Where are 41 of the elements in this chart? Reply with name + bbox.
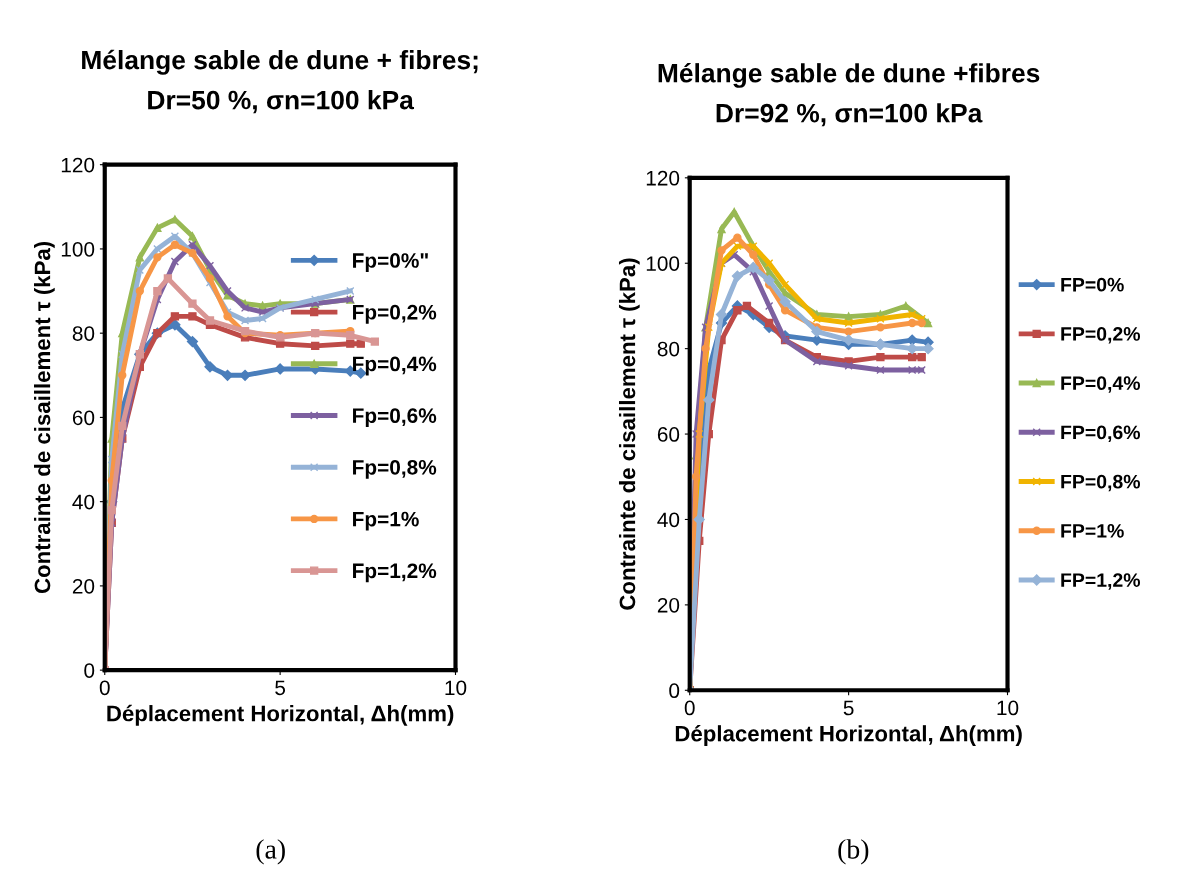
legend-label: Fp=0,2% [353,304,437,324]
y-tick-label: 80 [657,341,680,357]
y-tick-label: 0 [84,663,95,678]
x-tick-label: 0 [684,700,695,716]
y-tick-label: 120 [61,157,95,173]
legend-label: FP=0,2% [1061,327,1141,344]
legend-label: Fp=0,6% [353,408,437,428]
y-axis-title: Contrainte de cisaillement τ (kPa) [34,241,55,594]
legend-label: FP=0,8% [1061,474,1141,492]
text: (b) [838,839,869,865]
y-tick-label: 100 [61,241,95,257]
y-tick-label: 40 [72,494,95,510]
y-tick-label: 60 [72,410,95,426]
x-tick-label: 5 [275,680,286,696]
chart-title: Mélange sable de dune + fibres; Dr=50 %, σn=100 kPa [82,49,478,114]
legend-label: FP=0,4% [1061,376,1141,393]
legend-label: Fp=1% [353,511,419,531]
legend-label: Fp=1,2% [353,563,437,583]
y-tick-label: 20 [72,578,95,594]
y-tick-label: 40 [657,512,680,528]
legend-label: FP=1,2% [1061,573,1141,590]
x-axis-title: Déplacement Horizontal, Δh(mm) [675,724,1022,746]
legend-label: Fp=0%" [353,253,428,272]
legend-label: FP=1% [1061,524,1124,538]
y-tick-label: 60 [657,427,680,442]
x-tick-label: 10 [997,700,1019,716]
legend-label: FP=0,6% [1061,425,1141,443]
chart-title: Mélange sable de dune +fibres Dr=92 %, σn=100 kPa [658,62,1040,127]
x-tick-label: 0 [99,680,110,696]
legend-label: Fp=0,4% [353,356,437,376]
y-axis-title: Contrainte de cisaillement τ (kPa) [618,258,640,610]
text: (a) [256,839,285,865]
legend-label: FP=0% [1061,277,1124,292]
y-tick-label: 100 [646,256,680,271]
x-axis-title: Déplacement Horizontal, Δh(mm) [107,704,454,726]
legend-label: Fp=0,8% [353,459,437,479]
y-tick-label: 80 [72,326,95,341]
y-tick-label: 20 [657,597,680,613]
y-tick-label: 120 [646,170,680,186]
x-tick-label: 10 [445,680,467,696]
x-tick-label: 5 [843,700,854,716]
